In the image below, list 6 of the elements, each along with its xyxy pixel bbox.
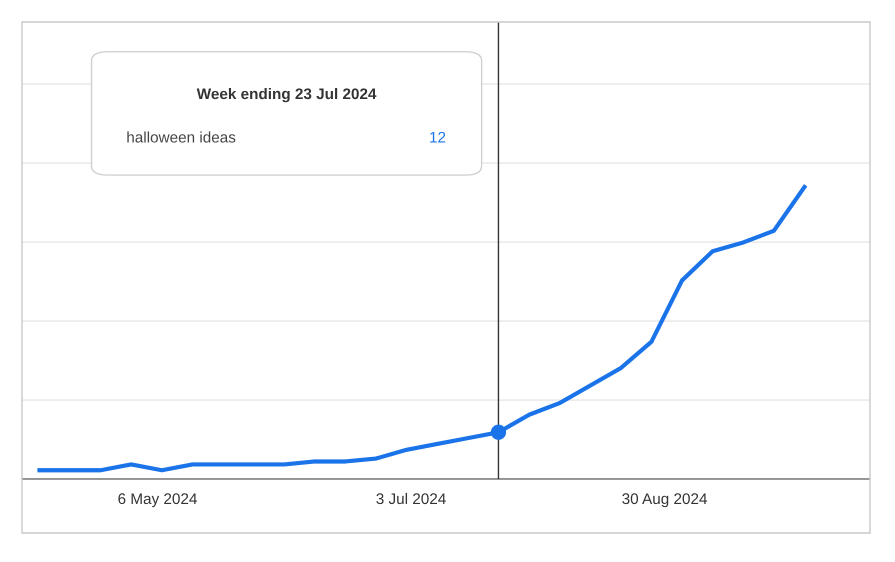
text: 12: [430, 132, 446, 142]
x-tick-label: 30 Aug 2024: [622, 493, 708, 508]
x-tick-label: 6 May 2024: [118, 493, 197, 508]
text: Week ending 23 Jul 2024: [196, 88, 376, 102]
x-tick-label: 3 Jul 2024: [376, 492, 446, 504]
text: halloween ideas: [127, 131, 236, 143]
